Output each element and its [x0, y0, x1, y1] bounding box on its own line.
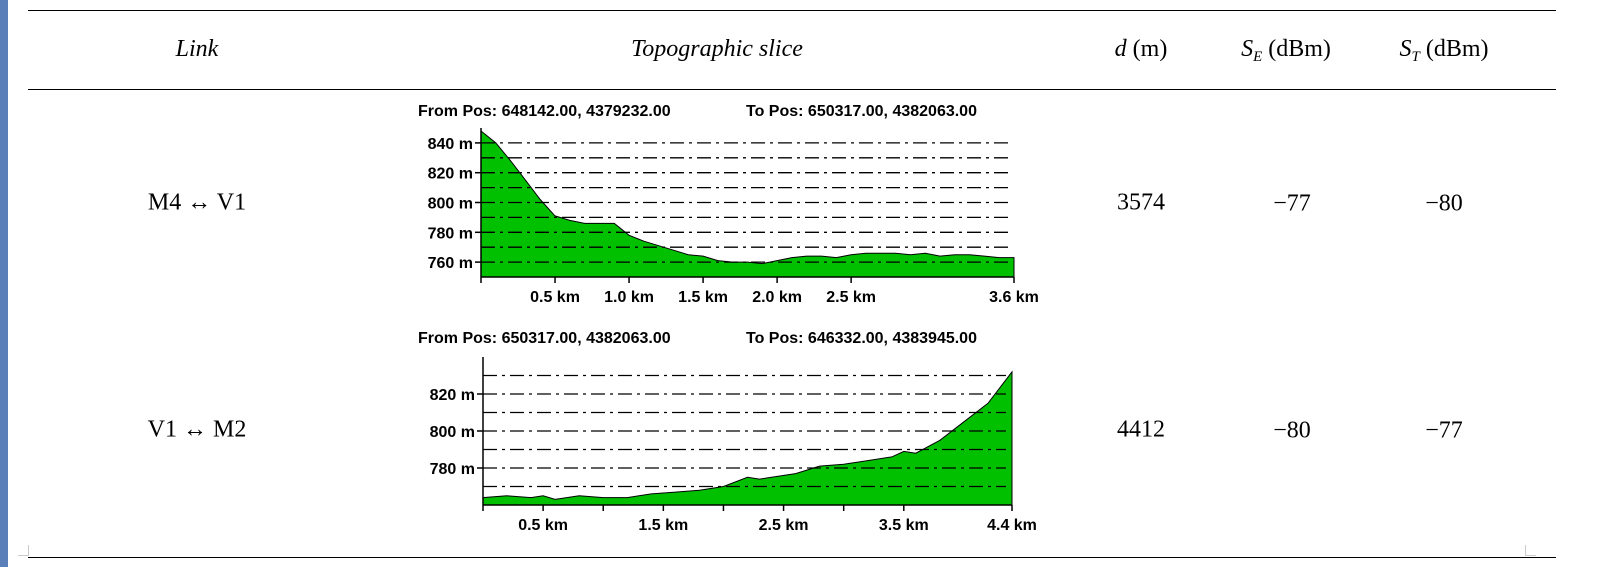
row-st: −77: [1425, 417, 1463, 444]
page-corner-mark: [18, 545, 29, 556]
chart-to-position: To Pos: 646332.00, 4383945.00: [746, 330, 977, 347]
y-tick-label: 800 m: [430, 424, 475, 441]
header-distance: d (m): [1115, 36, 1168, 63]
terrain-profile-area: [480, 129, 1015, 278]
row-link: V1 ↔ M2: [147, 416, 247, 443]
row-se: −80: [1273, 417, 1311, 444]
x-tick-label: 3.5 km: [879, 517, 929, 534]
header-link: Link: [175, 36, 219, 62]
y-tick-label: 820 m: [430, 387, 475, 404]
x-tick-label: 2.5 km: [759, 517, 809, 534]
x-tick-label: 0.5 km: [518, 517, 568, 534]
chart-from-position: From Pos: 648142.00, 4379232.00: [418, 103, 671, 120]
y-tick-label: 840 m: [428, 136, 473, 153]
chart-to-position: To Pos: 650317.00, 4382063.00: [746, 103, 977, 120]
header-se-unit: (dBm): [1262, 36, 1331, 62]
header-se: SE (dBm): [1241, 36, 1331, 65]
header-st-unit: (dBm): [1419, 36, 1489, 62]
row-link: M4 ↔ V1: [147, 189, 247, 216]
window-edge: [0, 0, 8, 567]
x-tick-label: 1.5 km: [678, 289, 728, 306]
y-tick-label: 820 m: [428, 166, 473, 183]
header-st-symbol: S: [1399, 36, 1412, 62]
page-corner-mark: [1525, 545, 1536, 556]
y-tick-label: 800 m: [428, 196, 473, 213]
header-distance-symbol: d: [1114, 36, 1127, 62]
x-tick-label: 2.0 km: [752, 289, 802, 306]
row-se: −77: [1273, 190, 1311, 217]
header-topographic-slice: Topographic slice: [631, 36, 803, 62]
row-distance: 3574: [1117, 189, 1165, 216]
x-tick-label: 2.5 km: [826, 289, 876, 306]
header-se-symbol: S: [1241, 36, 1254, 62]
terrain-profile-area: [482, 370, 1013, 506]
x-tick-label: 0.5 km: [530, 289, 580, 306]
table-top-rule: [28, 10, 1556, 11]
x-tick-label: 1.0 km: [604, 289, 654, 306]
row-st: −80: [1425, 190, 1463, 217]
table-header-rule: [28, 89, 1556, 90]
y-tick-label: 780 m: [430, 461, 475, 478]
x-tick-label: 1.5 km: [638, 517, 688, 534]
row-distance: 4412: [1117, 416, 1165, 443]
x-tick-label: 3.6 km: [989, 289, 1039, 306]
table-bottom-rule: [28, 557, 1556, 558]
chart-from-position: From Pos: 650317.00, 4382063.00: [418, 330, 671, 347]
header-distance-unit: (m): [1126, 36, 1168, 62]
header-st-subscript: T: [1411, 49, 1420, 65]
header-st: ST (dBm): [1399, 36, 1489, 65]
y-tick-label: 780 m: [428, 225, 473, 242]
y-tick-label: 760 m: [428, 255, 473, 272]
x-tick-label: 4.4 km: [987, 517, 1037, 534]
header-se-subscript: E: [1253, 49, 1263, 65]
